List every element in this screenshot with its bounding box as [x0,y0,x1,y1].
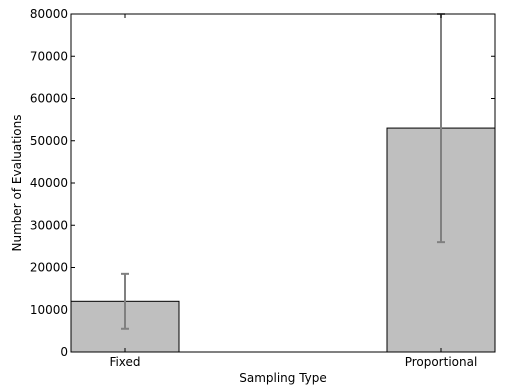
plot-area-frame [70,13,496,353]
y-tick-label: 20000 [30,261,68,275]
y-tick-label: 60000 [30,92,68,106]
y-tick-label: 0 [60,345,68,359]
x-tick-label-proportional: Proportional [405,355,478,369]
x-axis-label: Sampling Type [239,371,327,385]
y-tick-label: 50000 [30,134,68,148]
y-tick-label: 10000 [30,303,68,317]
y-axis-label: Number of Evaluations [10,115,24,252]
y-tick-label: 70000 [30,49,68,63]
x-tick-label-fixed: Fixed [109,355,140,369]
x-axis-ticks: Fixed Proportional [109,14,477,369]
y-axis-ticks: 0 10000 20000 30000 40000 50000 60000 70000 8000… [30,7,495,359]
y-tick-label: 30000 [30,218,68,232]
y-tick-label: 40000 [30,176,68,190]
bars [70,127,496,353]
y-tick-label: 80000 [30,7,68,21]
